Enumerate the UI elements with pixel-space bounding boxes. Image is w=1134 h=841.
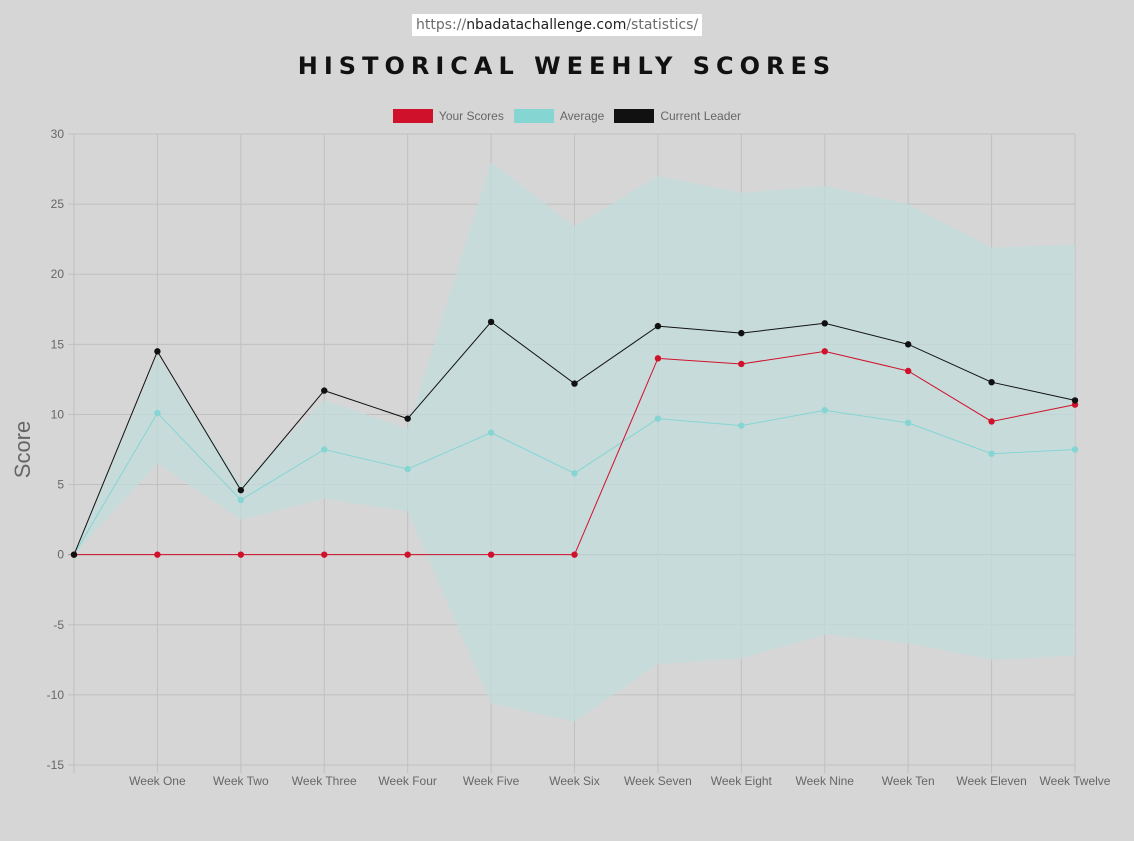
point-average	[1071, 446, 1079, 453]
point-your-scores	[571, 551, 578, 558]
point-average	[821, 407, 828, 414]
point-current-leader	[1071, 397, 1079, 404]
point-current-leader	[988, 378, 995, 386]
y-axis-title: Score	[10, 421, 35, 478]
y-tick-label: 5	[57, 478, 64, 492]
legend-swatch-your-scores	[392, 109, 433, 123]
legend-swatch-average	[513, 109, 554, 123]
legend-item-current-leader[interactable]: Current Leader	[614, 109, 741, 123]
point-current-leader	[738, 329, 745, 337]
point-average	[571, 470, 578, 477]
x-tick-label: Week Twelve	[1040, 774, 1111, 788]
point-your-scores	[154, 551, 161, 558]
point-your-scores	[821, 348, 828, 355]
y-tick-label: -10	[47, 688, 65, 702]
point-average	[654, 415, 662, 422]
legend-label-current-leader: Current Leader	[660, 109, 742, 123]
point-your-scores	[237, 551, 245, 558]
x-tick-label: Week Nine	[796, 774, 855, 788]
x-tick-label: Week Five	[463, 774, 520, 788]
point-your-scores	[738, 360, 745, 368]
point-current-leader	[321, 387, 328, 394]
point-current-leader	[404, 415, 411, 422]
point-your-scores	[654, 355, 662, 362]
point-current-leader	[70, 551, 78, 558]
x-tick-label: Week Four	[378, 774, 436, 788]
point-current-leader	[487, 318, 495, 326]
point-current-leader	[654, 322, 662, 330]
legend-item-your-scores[interactable]: Your Scores	[392, 109, 504, 123]
point-current-leader	[154, 348, 161, 355]
point-average	[988, 450, 995, 457]
point-your-scores	[321, 551, 328, 558]
y-tick-label: 30	[51, 127, 65, 141]
point-current-leader	[237, 486, 245, 494]
point-your-scores	[904, 367, 912, 375]
x-tick-label: Week Eleven	[956, 774, 1026, 788]
y-tick-label: 20	[51, 267, 65, 281]
point-average	[237, 496, 245, 504]
x-tick-label: Week Two	[213, 774, 269, 788]
x-tick-label: Week Six	[549, 774, 599, 788]
point-your-scores	[988, 418, 995, 425]
point-average	[904, 419, 912, 427]
url-path: /statistics/	[626, 17, 699, 33]
y-tick-label: 10	[51, 407, 65, 421]
x-tick-label: Week One	[129, 774, 186, 788]
legend-swatch-current-leader	[614, 109, 655, 123]
point-current-leader	[904, 341, 912, 348]
chart-legend: Your Scores Average Current Leader	[0, 109, 1134, 123]
y-tick-label: -5	[53, 618, 64, 632]
x-tick-label: Week Eight	[711, 774, 773, 788]
x-tick-label: Week Ten	[882, 774, 935, 788]
legend-item-average[interactable]: Average	[513, 109, 605, 123]
point-current-leader	[571, 380, 578, 387]
legend-label-average: Average	[559, 109, 605, 123]
y-tick-label: 15	[51, 337, 65, 351]
x-tick-label: Week Seven	[624, 774, 692, 788]
y-tick-label: -15	[47, 758, 65, 772]
x-tick-label: Week Three	[292, 774, 357, 788]
point-your-scores	[404, 551, 411, 558]
y-tick-label: 25	[51, 197, 65, 211]
url-prefix: https://	[416, 17, 467, 33]
point-average	[154, 409, 161, 417]
y-tick-label: 0	[57, 548, 64, 562]
point-average	[321, 446, 328, 453]
url-domain: nbadatachallenge.com	[466, 17, 627, 33]
legend-label-your-scores: Your Scores	[438, 109, 504, 123]
range-band	[74, 162, 1075, 722]
url-bar[interactable]: https://nbadatachallenge.com/statistics/	[412, 14, 703, 36]
point-average	[487, 429, 495, 436]
chart-title: HISTORICAL WEEHLY SCORES	[297, 52, 837, 80]
point-average	[404, 465, 411, 473]
point-your-scores	[487, 551, 495, 558]
point-average	[738, 422, 745, 429]
point-current-leader	[821, 320, 828, 327]
